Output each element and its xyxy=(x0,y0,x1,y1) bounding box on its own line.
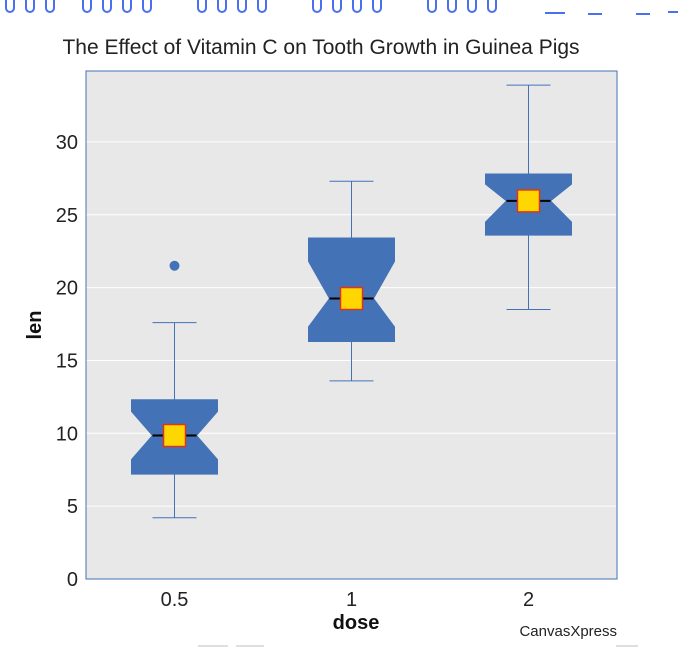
x-tick-label: 1 xyxy=(346,589,357,611)
y-tick-label: 10 xyxy=(56,423,78,445)
outlier-point xyxy=(169,260,180,271)
mean-marker xyxy=(516,189,541,213)
y-axis-ticks: 0 5 10 15 20 25 30 xyxy=(56,132,78,591)
box-group xyxy=(308,180,395,382)
mean-marker xyxy=(162,423,187,448)
x-tick-label: 0.5 xyxy=(161,589,189,611)
y-tick-label: 25 xyxy=(56,205,78,227)
y-tick-label: 5 xyxy=(67,496,78,518)
x-tick-label: 2 xyxy=(523,589,534,611)
credit-label: CanvasXpress xyxy=(519,623,617,640)
y-tick-label: 0 xyxy=(67,569,78,591)
y-tick-label: 30 xyxy=(56,132,78,154)
mean-marker xyxy=(339,286,364,311)
y-tick-label: 15 xyxy=(56,350,78,372)
top-glyph-strip xyxy=(5,0,678,15)
x-axis-label: dose xyxy=(333,612,380,634)
x-axis-ticks: 0.5 1 2 xyxy=(161,589,534,611)
boxplots xyxy=(131,84,572,519)
box-group xyxy=(485,84,572,310)
y-axis-label: len xyxy=(24,311,46,340)
y-tick-label: 20 xyxy=(56,278,78,300)
chart-title: The Effect of Vitamin C on Tooth Growth … xyxy=(62,36,579,59)
box-group xyxy=(131,260,218,519)
plot-frame xyxy=(85,70,618,580)
